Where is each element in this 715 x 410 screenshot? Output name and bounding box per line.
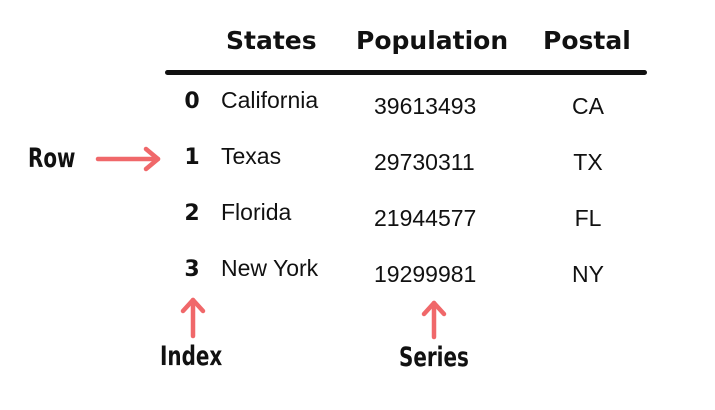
series-callout-label: Series [399, 342, 469, 373]
state-cell: Texas [221, 143, 282, 169]
table-row: 2 Florida 21944577 FL [0, 197, 715, 237]
header-rule [165, 70, 647, 75]
column-header-states: States [226, 26, 317, 55]
row-index: 2 [184, 201, 200, 226]
row-index: 1 [184, 145, 200, 170]
column-header-population: Population [356, 26, 509, 55]
state-cell: Florida [221, 199, 292, 225]
population-cell: 39613493 [374, 93, 477, 119]
row-index: 0 [184, 89, 200, 114]
row-arrow-icon [95, 146, 161, 172]
index-callout-label: Index [160, 341, 223, 372]
row-callout-label: Row [28, 143, 76, 174]
table-row: 0 California 39613493 CA [0, 85, 715, 125]
state-cell: California [221, 87, 319, 113]
state-cell: New York [221, 255, 319, 281]
population-cell: 21944577 [374, 205, 477, 231]
column-header-postal: Postal [543, 26, 631, 55]
postal-cell: TX [573, 149, 603, 175]
postal-cell: CA [572, 93, 604, 119]
postal-cell: NY [572, 261, 604, 287]
table-row: 1 Texas 29730311 TX [0, 141, 715, 181]
postal-cell: FL [574, 205, 602, 231]
series-arrow-icon [421, 300, 447, 340]
index-arrow-icon [180, 297, 206, 339]
population-cell: 29730311 [374, 149, 475, 175]
table-row: 3 New York 19299981 NY [0, 253, 715, 293]
population-cell: 19299981 [374, 261, 477, 287]
row-index: 3 [184, 257, 200, 282]
